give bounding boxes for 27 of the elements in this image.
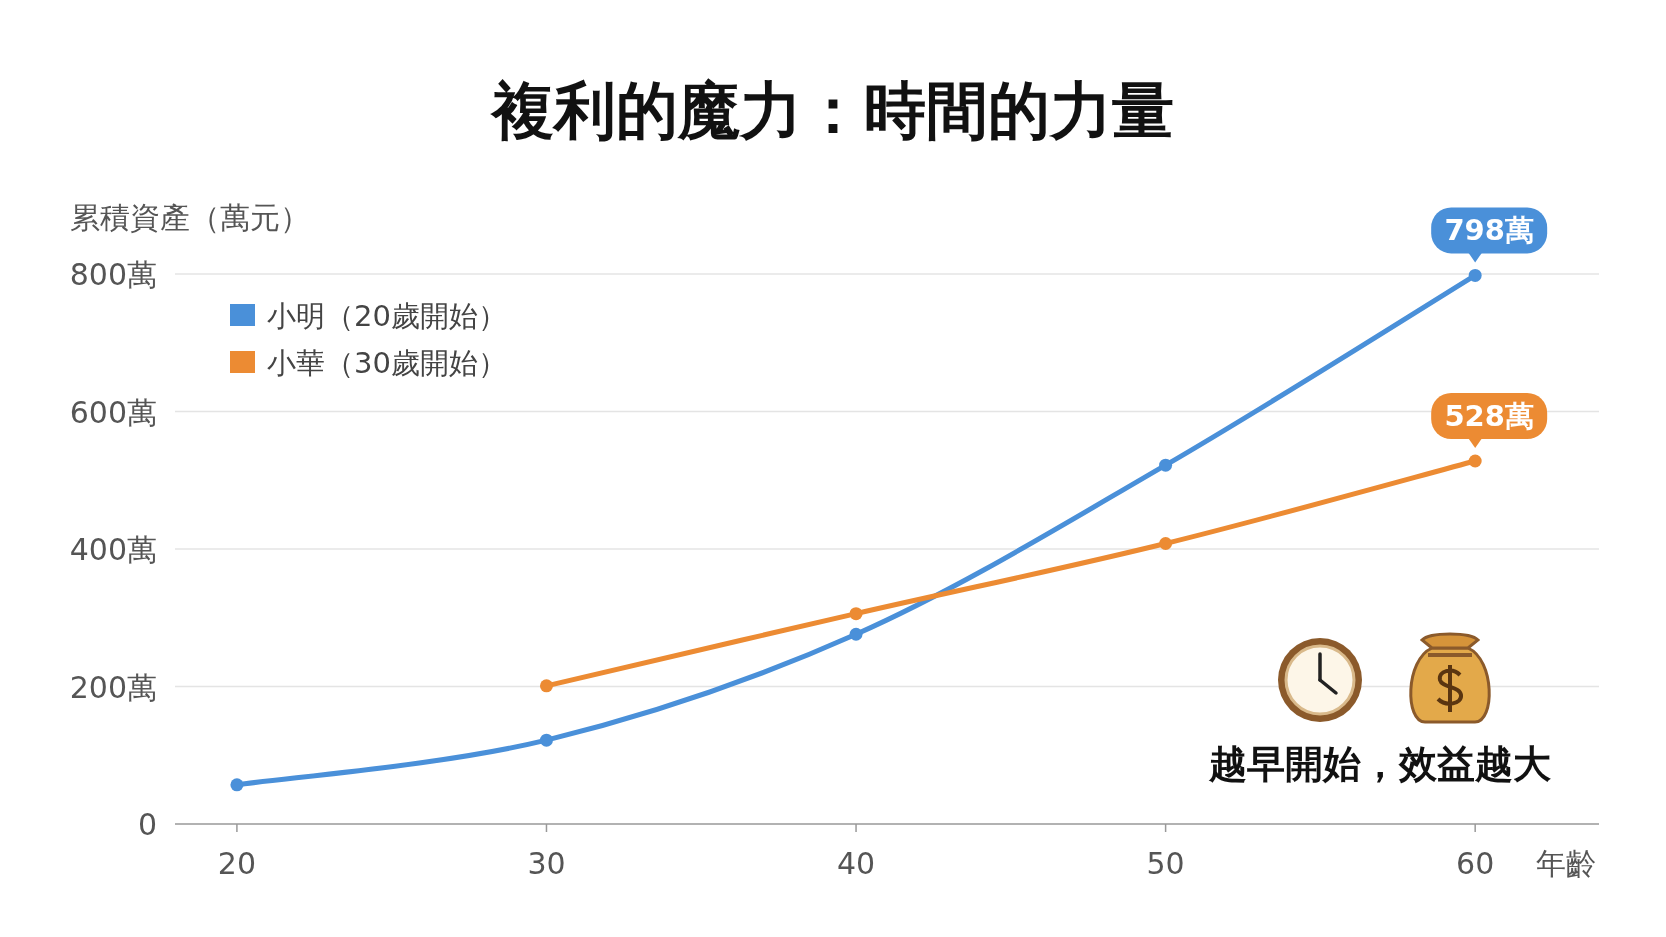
chart-title: 複利的魔力：時間的力量 — [490, 74, 1174, 147]
y-axis-title: 累積資產（萬元） — [70, 200, 310, 235]
point — [1159, 458, 1173, 472]
legend-label: 小華（30歲開始） — [267, 346, 507, 380]
x-tick-label: 50 — [1146, 846, 1185, 881]
point — [230, 778, 244, 792]
y-tick-label: 600萬 — [69, 394, 157, 430]
x-tick-label: 20 — [217, 846, 257, 881]
x-tick-label: 30 — [527, 846, 566, 881]
point — [539, 733, 553, 747]
point — [1468, 268, 1482, 282]
point — [1468, 454, 1482, 468]
data-label: 798萬 — [1444, 213, 1534, 248]
point — [1159, 537, 1173, 550]
x-axis-title: 年齡 — [1536, 846, 1596, 881]
point — [539, 679, 553, 693]
y-tick-label: 400萬 — [69, 532, 157, 567]
point — [849, 607, 863, 621]
y-tick-label: 200萬 — [69, 669, 157, 705]
legend-label: 小明（20歲開始） — [267, 299, 507, 333]
annotation: 越早開始，效益越大 — [1208, 742, 1551, 786]
data-label: 528萬 — [1444, 399, 1534, 433]
x-tick-label: 40 — [836, 846, 876, 881]
x-tick-label: 60 — [1456, 846, 1495, 881]
y-tick-label: 800萬 — [69, 257, 157, 292]
point — [849, 627, 863, 641]
y-tick-label: 0 — [137, 807, 157, 842]
